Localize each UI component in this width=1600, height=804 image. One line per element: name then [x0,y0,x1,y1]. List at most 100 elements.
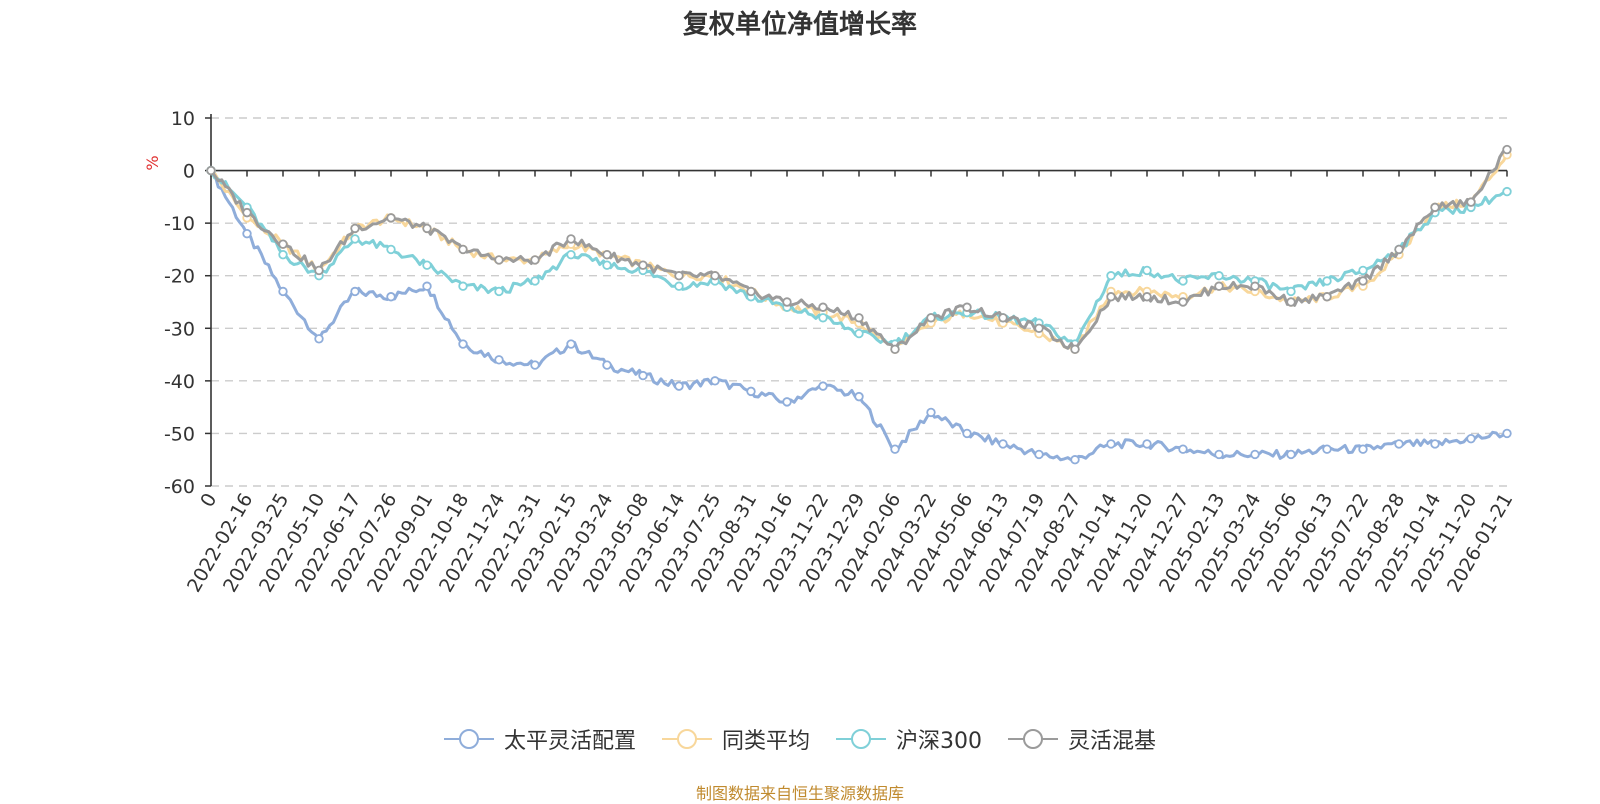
data-point [674,271,684,281]
data-point [1322,444,1332,454]
data-point [1394,244,1404,255]
x-tick-label: 0 [196,490,221,511]
y-tick-label: -20 [164,266,195,288]
data-point [1178,297,1188,307]
data-point [710,376,720,386]
data-point [386,244,396,255]
data-point [242,207,252,218]
legend-label: 太平灵活配置 [503,729,636,754]
data-point [1358,276,1368,286]
grid-lines [211,117,1507,487]
data-point [350,286,360,297]
data-point [1178,276,1188,286]
data-point [854,391,864,402]
data-point [422,281,432,291]
y-axis-unit-label: % [143,155,162,170]
data-point [1466,197,1476,207]
data-point [890,444,900,454]
data-point [278,286,288,297]
data-point [494,286,504,297]
data-point [1430,439,1440,449]
data-point [602,360,612,370]
data-point [1502,144,1512,155]
data-point [314,334,324,344]
data-point [530,360,540,370]
y-tick-label: -40 [164,371,195,393]
data-point [818,313,828,323]
legend-line-circle-icon [1008,729,1058,749]
data-point [674,281,684,291]
chart-title: 复权单位净值增长率 [682,10,917,40]
y-tick-label: -10 [164,213,195,235]
data-point [710,271,720,281]
data-point [1034,323,1044,333]
data-point [1358,265,1368,276]
axes [205,114,1508,487]
data-point [350,234,360,244]
data-point [1214,449,1224,460]
y-tick-label: -60 [164,476,195,498]
data-point [1106,292,1116,302]
data-point [818,302,828,312]
data-point [1070,344,1080,355]
data-point [386,213,396,223]
legend-item[interactable]: 太平灵活配置 [443,723,636,755]
legend-line-circle-icon [443,729,494,749]
data-point [566,249,576,260]
legend-item[interactable]: 灵活混基 [1008,723,1156,755]
data-point [1466,433,1476,444]
data-point [602,249,612,260]
legend-label: 同类平均 [721,729,810,754]
data-point [962,302,972,312]
data-point [1502,186,1512,197]
data-point [926,313,936,323]
legend-line-circle-icon [661,729,712,749]
data-point [638,370,648,381]
data-point [1250,281,1260,291]
data-point [854,328,864,339]
x-tick-labels: 02022-02-162022-03-252022-05-102022-06-1… [183,490,1517,597]
legend-item[interactable]: 沪深300 [836,723,982,755]
data-point [458,244,468,255]
y-tick-labels: 10 0 -10 -20 -30 -40 -50 -60 [164,108,195,498]
data-point [782,397,792,407]
data-point [890,344,900,355]
data-point [854,313,864,323]
legend-item[interactable]: 同类平均 [661,723,810,755]
legend-label: 灵活混基 [1068,729,1157,754]
data-point [458,281,468,291]
data-point [566,234,576,244]
data-point [1214,271,1224,281]
data-point [1178,444,1188,454]
y-tick-label: 10 [171,108,195,130]
data-point [1394,439,1404,449]
source-note: 制图数据来自恒生聚源数据库 [695,784,904,803]
data-point [1142,439,1152,449]
data-point [494,355,504,365]
data-point [1286,297,1296,307]
data-point [566,339,576,349]
data-point [1358,444,1368,454]
data-point [1502,428,1512,439]
data-point [746,286,756,297]
data-point [530,276,540,286]
data-point [422,260,432,270]
data-point [998,439,1008,449]
data-point [962,428,972,439]
data-point [278,239,288,249]
data-point [530,255,540,265]
y-tick-label: -50 [164,423,195,445]
data-point [1250,449,1260,460]
data-point [350,223,360,234]
data-point [242,228,252,239]
data-point [206,165,216,176]
data-point [314,265,324,276]
data-point [1034,449,1044,460]
y-tick-label: 0 [183,161,195,183]
series-lines [206,144,1512,465]
data-point [422,223,432,234]
data-point [1070,455,1080,465]
data-point [1106,271,1116,281]
data-point [818,381,828,391]
